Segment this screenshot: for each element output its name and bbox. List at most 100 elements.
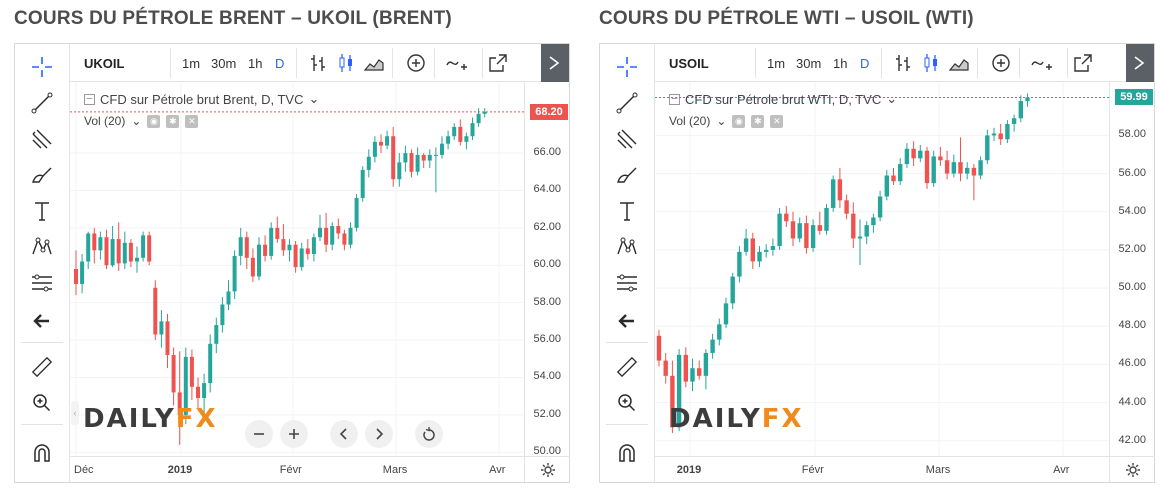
last-price-badge: 68.20	[530, 103, 568, 120]
chevron-down-icon[interactable]: ⌄	[716, 114, 727, 128]
settings-icon[interactable]: ✱	[166, 114, 180, 128]
scroll-right-button[interactable]	[365, 420, 393, 448]
candle	[824, 207, 829, 231]
symbol-search[interactable]: UKOIL	[84, 56, 125, 71]
zoom-in-button[interactable]	[280, 420, 308, 448]
zoom-icon[interactable]	[27, 388, 57, 418]
popout-icon[interactable]	[1071, 51, 1095, 75]
timeframe-1h[interactable]: 1h	[248, 56, 263, 71]
timeframe-30m[interactable]: 30m	[211, 56, 237, 71]
bar-style-icon[interactable]	[891, 51, 915, 75]
candle	[250, 257, 255, 277]
price-chart[interactable]: – CFD sur Pétrole brut WTI, D, TVC ⌄ Vol…	[655, 82, 1109, 456]
text-icon[interactable]	[27, 196, 57, 226]
candle	[871, 217, 876, 226]
trend-line-icon[interactable]	[612, 88, 642, 118]
close-icon[interactable]: ✕	[770, 114, 784, 128]
zoom-out-button[interactable]	[245, 420, 273, 448]
candle	[944, 160, 950, 174]
timeframe-1h[interactable]: 1h	[833, 56, 848, 71]
last-price-badge: 59.99	[1115, 89, 1153, 106]
chevron-down-icon[interactable]: ⌄	[308, 91, 320, 106]
bar-style-icon[interactable]	[306, 51, 330, 75]
timeframe-d[interactable]: D	[860, 56, 870, 71]
crosshair-icon[interactable]	[612, 52, 642, 82]
area-icon[interactable]	[947, 51, 971, 75]
symbol-search[interactable]: USOIL	[669, 56, 709, 71]
pattern-icon[interactable]	[27, 232, 57, 262]
pitchfork-icon[interactable]	[612, 124, 642, 154]
eye-icon[interactable]: ◉	[147, 114, 161, 128]
text-icon[interactable]	[612, 196, 642, 226]
timeframe-30m[interactable]: 30m	[796, 56, 822, 71]
compare-add-icon[interactable]	[404, 51, 428, 75]
timeframe-1m[interactable]: 1m	[182, 56, 201, 71]
reset-button[interactable]	[415, 420, 443, 448]
brush-icon[interactable]	[612, 160, 642, 190]
top-toolbar: UKOIL 1m 30m 1h D	[70, 44, 569, 82]
candle	[1025, 97, 1030, 102]
ruler-icon[interactable]	[612, 352, 642, 382]
fullscreen-icon[interactable]	[1126, 44, 1154, 82]
compare-add-icon[interactable]	[989, 51, 1013, 75]
candlestick-chart	[70, 82, 524, 456]
collapse-icon[interactable]: –	[669, 93, 680, 105]
popout-icon[interactable]	[486, 51, 510, 75]
close-icon[interactable]: ✕	[185, 114, 199, 128]
candle	[110, 239, 115, 266]
chevron-down-icon[interactable]: ⌄	[131, 114, 142, 128]
brush-icon[interactable]	[27, 160, 57, 190]
zoom-icon[interactable]	[612, 388, 642, 418]
trend-line-icon[interactable]	[27, 88, 57, 118]
candle	[446, 136, 451, 144]
chevron-down-icon[interactable]: ⌄	[886, 91, 898, 106]
price-tick-label: 54.00	[533, 370, 561, 383]
crosshair-icon[interactable]	[27, 52, 57, 82]
time-tick-label: Avr	[1053, 464, 1070, 476]
fullscreen-icon[interactable]	[541, 44, 569, 82]
settings-icon[interactable]	[524, 456, 570, 482]
series-legend: – CFD sur Pétrole brut WTI, D, TVC ⌄	[669, 91, 897, 107]
back-arrow-icon[interactable]	[612, 306, 642, 336]
scroll-handle-icon[interactable]: ‹	[71, 401, 79, 425]
candles-icon[interactable]	[334, 51, 358, 75]
price-chart[interactable]: – CFD sur Pétrole brut Brent, D, TVC ⌄ V…	[70, 82, 524, 456]
fib-icon[interactable]	[612, 268, 642, 298]
candle	[238, 237, 243, 256]
settings-icon[interactable]	[1109, 456, 1155, 482]
magnet-icon[interactable]	[612, 438, 642, 468]
candle	[226, 291, 231, 305]
collapse-icon[interactable]: –	[84, 93, 95, 105]
timeframe-d[interactable]: D	[275, 56, 285, 71]
candles-icon[interactable]	[919, 51, 943, 75]
candle	[831, 179, 836, 208]
settings-icon[interactable]: ✱	[751, 114, 765, 128]
candle	[92, 233, 97, 251]
back-arrow-icon[interactable]	[27, 306, 57, 336]
indicators-icon[interactable]	[444, 51, 468, 75]
price-axis[interactable]: 68.20 66.00 64.00 62.00 60.00 58.00 56.00 54.0…	[524, 82, 570, 457]
fib-icon[interactable]	[27, 268, 57, 298]
candle	[764, 249, 769, 252]
area-icon[interactable]	[362, 51, 386, 75]
time-axis[interactable]: Déc 2019 Févr Mars Avr	[70, 456, 524, 482]
candle	[128, 242, 133, 262]
indicators-icon[interactable]	[1029, 51, 1053, 75]
candle	[911, 148, 916, 159]
timeframe-1m[interactable]: 1m	[767, 56, 786, 71]
candle	[147, 235, 152, 262]
candle	[717, 324, 722, 340]
pattern-icon[interactable]	[612, 232, 642, 262]
magnet-icon[interactable]	[27, 438, 57, 468]
time-axis[interactable]: 2019 Févr Mars Avr	[655, 456, 1109, 482]
price-axis[interactable]: 59.99 58.00 56.00 54.00 52.00 50.00 48.00 46.0…	[1109, 82, 1155, 456]
time-tick-label: Févr	[279, 464, 302, 476]
pitchfork-icon[interactable]	[27, 124, 57, 154]
scroll-left-button[interactable]	[330, 420, 358, 448]
candle	[877, 196, 883, 218]
candle	[844, 200, 849, 214]
eye-icon[interactable]: ◉	[732, 114, 746, 128]
ruler-icon[interactable]	[27, 352, 57, 382]
candle	[730, 276, 735, 304]
candle	[397, 162, 402, 180]
